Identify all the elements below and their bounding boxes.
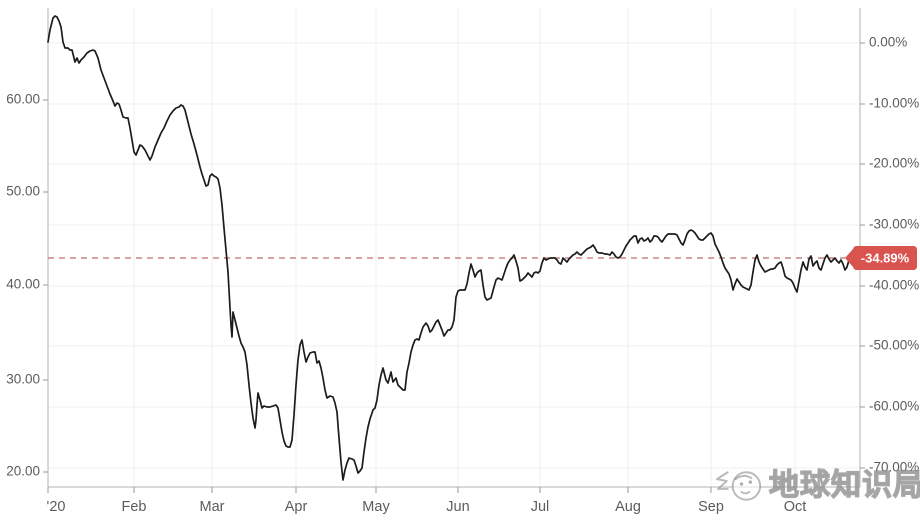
price-line <box>47 15 852 481</box>
badge-value: -34.89% <box>861 250 910 265</box>
x-axis-label: '20 <box>47 499 66 515</box>
x-axis-label: Feb <box>122 499 147 515</box>
x-axis-label: Apr <box>285 499 308 515</box>
badge-rect <box>853 246 917 270</box>
x-axis-label: Oct <box>784 499 807 515</box>
x-axis-label: Aug <box>615 499 641 515</box>
left-axis-label: 20.00 <box>6 464 40 479</box>
x-axis-label: Jun <box>446 499 469 515</box>
badge-arrow <box>845 249 853 267</box>
right-axis-label: -60.00% <box>869 399 919 414</box>
last-value-badge: -34.89% <box>845 246 917 270</box>
x-axis-label: Jul <box>531 499 550 515</box>
right-axis-label: -30.00% <box>869 217 919 232</box>
left-axis-label: 50.00 <box>6 184 40 199</box>
right-axis-label: -70.00% <box>869 460 919 475</box>
right-axis-label: -10.00% <box>869 96 919 111</box>
right-axis-label: 0.00% <box>869 35 907 50</box>
right-axis-label: -50.00% <box>869 338 919 353</box>
left-axis-label: 40.00 <box>6 277 40 292</box>
x-axis-label: Sep <box>698 499 724 515</box>
left-axis-label: 30.00 <box>6 372 40 387</box>
gridlines <box>48 8 860 487</box>
right-axis-label: -40.00% <box>869 278 919 293</box>
x-axis-label: Mar <box>200 499 225 515</box>
axes <box>43 8 865 493</box>
right-axis-label: -20.00% <box>869 156 919 171</box>
x-axis-label: May <box>362 499 390 515</box>
left-axis-label: 60.00 <box>6 92 40 107</box>
